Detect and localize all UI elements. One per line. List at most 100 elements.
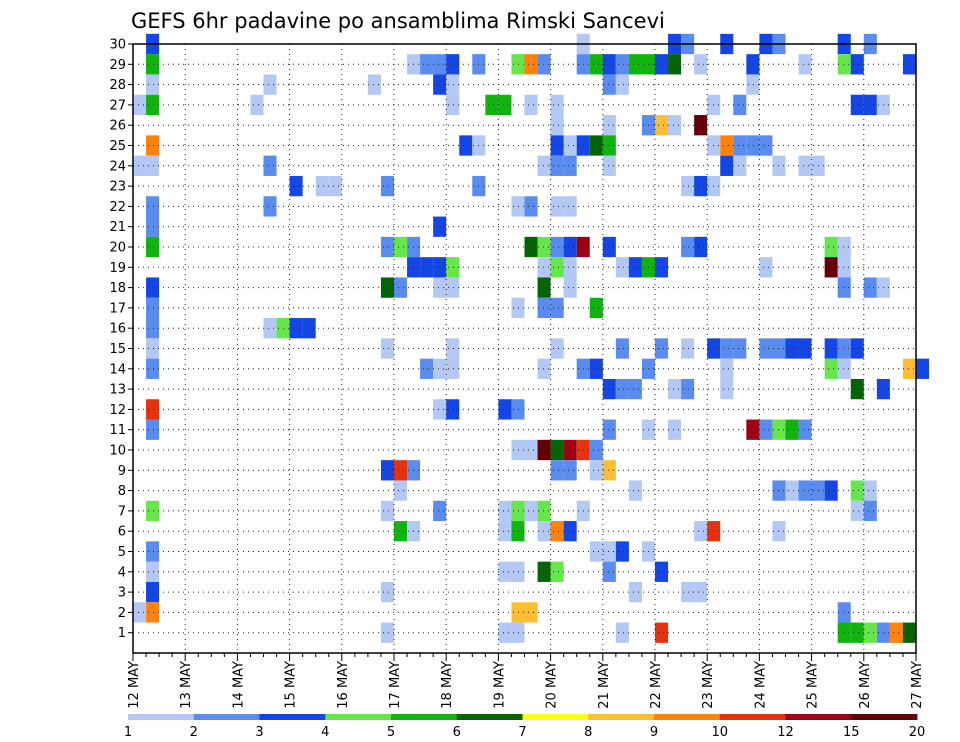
heatmap-cell (537, 561, 551, 582)
heatmap-cell (524, 54, 538, 75)
x-tick-label: 27 MAY (910, 661, 925, 709)
y-tick-label: 20 (109, 241, 126, 256)
heatmap-cells (133, 33, 930, 643)
heatmap-cell (720, 155, 734, 176)
heatmap-cell (537, 257, 551, 278)
colorbar-label: 9 (650, 725, 658, 740)
heatmap-cell (263, 155, 277, 176)
heatmap-cell (146, 277, 160, 298)
heatmap-cell (146, 135, 160, 156)
heatmap-cell (602, 74, 616, 95)
heatmap-cell (446, 358, 460, 379)
heatmap-cell (628, 378, 642, 400)
heatmap-cell (498, 500, 512, 522)
heatmap-cell (759, 419, 773, 440)
heatmap-cell (681, 236, 695, 258)
y-tick-label: 30 (109, 38, 126, 53)
heatmap-cell (289, 175, 303, 197)
heatmap-cell (433, 277, 447, 298)
heatmap-cell (537, 236, 551, 258)
heatmap-cell (433, 74, 447, 95)
y-tick-label: 16 (109, 322, 126, 337)
heatmap-cell (720, 338, 734, 359)
heatmap-cell (550, 155, 564, 176)
x-tick-label: 14 MAY (231, 661, 246, 709)
heatmap-cell (902, 622, 916, 643)
heatmap-cell (863, 94, 877, 116)
heatmap-cell (824, 236, 838, 258)
y-tick-label: 18 (109, 281, 126, 296)
heatmap-cell (146, 155, 160, 176)
colorbar-segment (588, 714, 655, 720)
heatmap-cell (668, 419, 682, 440)
heatmap-cell (733, 94, 747, 116)
heatmap-cell (602, 419, 616, 440)
heatmap-cell (602, 236, 616, 258)
heatmap-cell (498, 622, 512, 643)
y-tick-label: 12 (109, 403, 126, 418)
heatmap-cell (511, 521, 525, 542)
colorbar-label: 1 (124, 725, 132, 740)
x-tick-label: 16 MAY (336, 661, 351, 709)
y-tick-label: 5 (118, 545, 126, 560)
heatmap-cell (550, 561, 564, 582)
heatmap-cell (563, 196, 577, 217)
colorbar-label: 15 (843, 725, 860, 740)
heatmap-cell (655, 338, 669, 359)
heatmap-cell (655, 54, 669, 75)
heatmap-cell (511, 439, 525, 461)
heatmap-cell (420, 257, 434, 278)
x-tick-label: 20 MAY (545, 661, 560, 709)
heatmap-cell (380, 338, 394, 359)
heatmap-cell (146, 561, 160, 582)
heatmap-cell (837, 602, 851, 623)
heatmap-cell (485, 94, 499, 116)
heatmap-cell (133, 155, 147, 176)
heatmap-cell (380, 175, 394, 197)
heatmap-cell (798, 54, 812, 75)
heatmap-cell (746, 54, 760, 75)
heatmap-cell (602, 115, 616, 136)
heatmap-cell (511, 196, 525, 217)
heatmap-cell (733, 155, 747, 176)
heatmap-cell (302, 318, 316, 339)
heatmap-cell (459, 135, 473, 156)
heatmap-cell (524, 236, 538, 258)
colorbar-segment (325, 714, 392, 720)
heatmap-cell (524, 602, 538, 623)
heatmap-cell (824, 257, 838, 278)
heatmap-cell (589, 541, 603, 562)
heatmap-cell (550, 460, 564, 481)
heatmap-cell (720, 378, 734, 400)
heatmap-cell (146, 541, 160, 562)
heatmap-cell (446, 277, 460, 298)
x-tick-label: 15 MAY (284, 661, 299, 709)
heatmap-cell (537, 439, 551, 461)
heatmap-cell (537, 297, 551, 319)
heatmap-cell (146, 581, 160, 603)
heatmap-cell (146, 297, 160, 319)
heatmap-cell (837, 358, 851, 379)
heatmap-cell (537, 277, 551, 298)
heatmap-cell (889, 622, 903, 643)
heatmap-cell (263, 318, 277, 339)
heatmap-cell (146, 358, 160, 379)
heatmap-cell (394, 460, 408, 481)
heatmap-cell (146, 236, 160, 258)
colorbar-legend: 1 2 3 4 5 6 7 8 9 10 12 15 20 (124, 714, 925, 740)
heatmap-cell (681, 175, 695, 197)
heatmap-cell (394, 521, 408, 542)
heatmap-cell (863, 277, 877, 298)
y-tick-label: 11 (109, 423, 126, 438)
heatmap-cell (563, 257, 577, 278)
y-tick-label: 1 (118, 626, 126, 641)
heatmap-cell (720, 358, 734, 379)
y-tick-label: 25 (109, 139, 126, 154)
heatmap-cell (146, 399, 160, 420)
heatmap-cell (798, 480, 812, 501)
heatmap-cell (837, 236, 851, 258)
heatmap-cell (511, 54, 525, 75)
y-tick-label: 27 (109, 98, 126, 113)
heatmap-cell (694, 521, 708, 542)
heatmap-cell (615, 622, 629, 643)
